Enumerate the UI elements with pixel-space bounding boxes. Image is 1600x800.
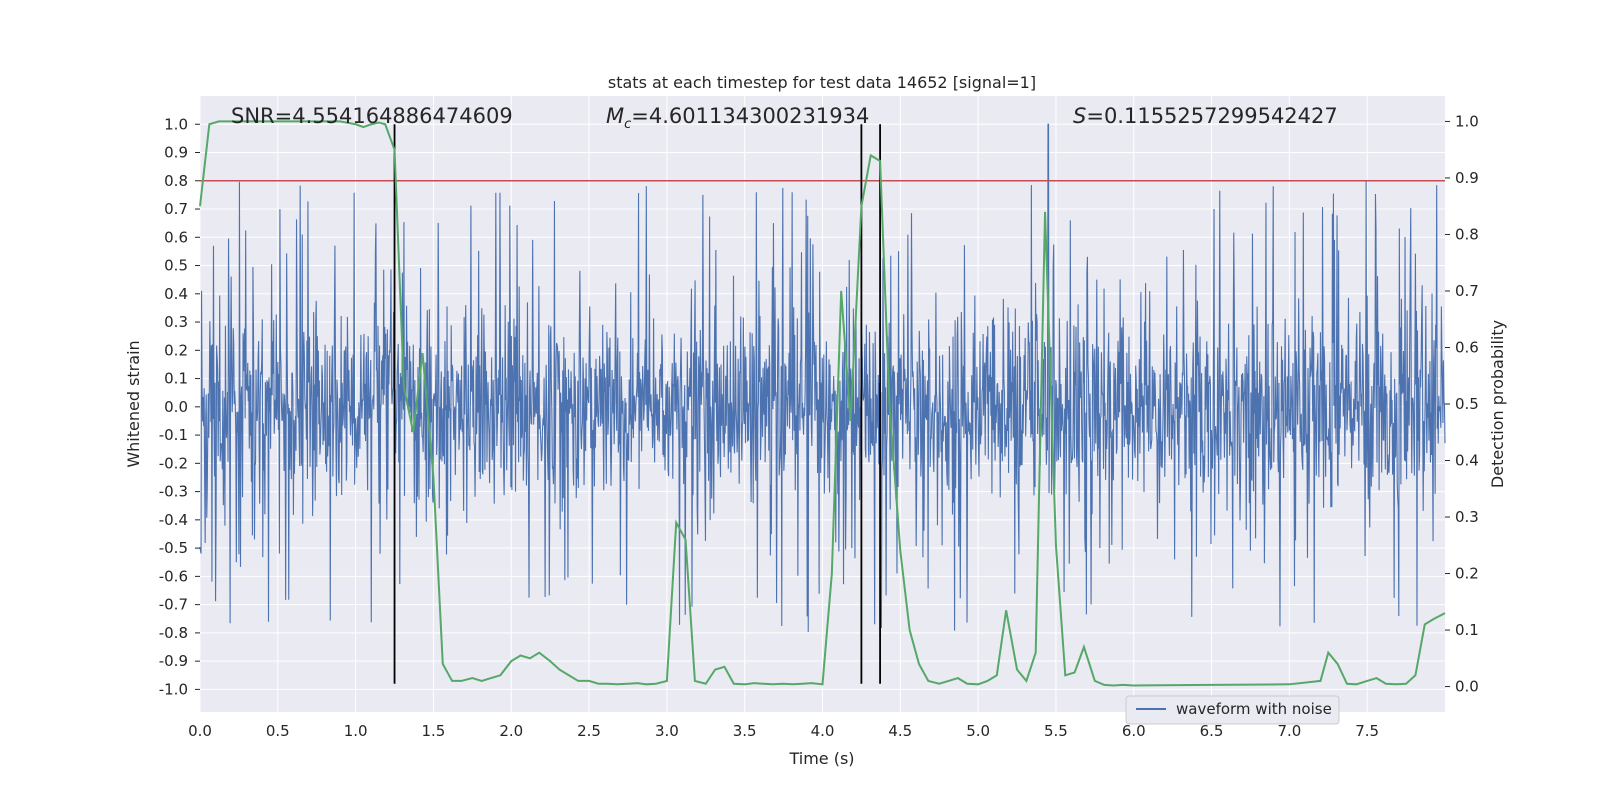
y2-tick-label: 1.0 — [1455, 112, 1479, 130]
chirp-mass-value: =4.601134300231934 — [631, 104, 869, 128]
y-tick-label: 0.4 — [164, 285, 188, 303]
y-tick-label: -0.4 — [159, 511, 188, 529]
y2-tick-label: 0.1 — [1455, 621, 1479, 639]
legend-entry-waveform: waveform with noise — [1176, 700, 1332, 718]
y2-tick-label: 0.7 — [1455, 282, 1479, 300]
x-tick-label: 4.0 — [811, 722, 835, 740]
y-tick-label: 0.7 — [164, 200, 188, 218]
s-annotation: S=0.1155257299542427 — [1073, 104, 1338, 128]
x-tick-label: 3.5 — [733, 722, 757, 740]
y-tick-label: -0.8 — [159, 624, 188, 642]
y-tick-label: 0.3 — [164, 313, 188, 331]
chirp-mass-symbol: M — [606, 104, 624, 128]
y-tick-label: -0.1 — [159, 426, 188, 444]
y-tick-label: 0.5 — [164, 257, 188, 275]
x-axis-label: Time (s) — [788, 749, 854, 768]
x-tick-label: 6.5 — [1200, 722, 1224, 740]
y-tick-label: 0.6 — [164, 228, 188, 246]
x-tick-label: 5.5 — [1044, 722, 1068, 740]
chirp-mass-subscript: c — [624, 117, 631, 132]
x-tick-label: 3.0 — [655, 722, 679, 740]
x-tick-label: 2.5 — [577, 722, 601, 740]
y2-tick-label: 0.4 — [1455, 452, 1479, 470]
x-tick-label: 1.5 — [422, 722, 446, 740]
x-tick-label: 0.0 — [188, 722, 212, 740]
s-value: =0.1155257299542427 — [1086, 104, 1337, 128]
y-tick-label: -0.3 — [159, 483, 188, 501]
y-axis-label: Whitened strain — [124, 340, 143, 467]
x-tick-label: 2.0 — [499, 722, 523, 740]
y2-tick-label: 0.6 — [1455, 338, 1479, 356]
x-tick-label: 7.0 — [1277, 722, 1301, 740]
waveform-series — [199, 123, 1446, 632]
x-tick-label: 6.0 — [1122, 722, 1146, 740]
axis-ticks: 0.0 0.5 1.0 1.5 2.0 2.5 3.0 3.5 4.0 4.5 5.0 5.5 6.0 6… — [159, 112, 1479, 740]
chart-title: stats at each timestep for test data 146… — [608, 73, 1036, 92]
y2-tick-label: 0.3 — [1455, 508, 1479, 526]
snr-annotation: SNR=4.554164886474609 — [231, 104, 513, 128]
chirp-mass-annotation: Mc=4.601134300231934 — [606, 104, 869, 132]
y2-tick-label: 0.8 — [1455, 225, 1479, 243]
x-tick-label: 0.5 — [266, 722, 290, 740]
y-tick-label: 0.1 — [164, 370, 188, 388]
y2-tick-label: 0.2 — [1455, 565, 1479, 583]
detection-probability-line — [199, 120, 1446, 687]
y2-axis-label: Detection probability — [1488, 320, 1507, 488]
y-tick-label: -0.2 — [159, 454, 188, 472]
legend-box — [1125, 695, 1340, 725]
s-symbol: S — [1073, 104, 1086, 128]
y-tick-label: -1.0 — [159, 680, 188, 698]
y-tick-label: -0.5 — [159, 539, 188, 557]
y-tick-label: -0.7 — [159, 596, 188, 614]
y-tick-label: 0.0 — [164, 398, 188, 416]
y2-tick-label: 0.5 — [1455, 395, 1479, 413]
y-tick-label: -0.9 — [159, 652, 188, 670]
x-tick-label: 5.0 — [966, 722, 990, 740]
y-tick-label: 0.2 — [164, 341, 188, 359]
y2-tick-label: 0.0 — [1455, 678, 1479, 696]
x-tick-label: 4.5 — [888, 722, 912, 740]
y-tick-label: 1.0 — [164, 115, 188, 133]
probability-series — [199, 120, 1446, 687]
y-tick-label: 0.9 — [164, 144, 188, 162]
y-tick-label: 0.8 — [164, 172, 188, 190]
y2-tick-label: 0.9 — [1455, 169, 1479, 187]
legend: waveform with noise — [1125, 695, 1340, 725]
waveform-line — [199, 123, 1446, 632]
x-tick-label: 1.0 — [344, 722, 368, 740]
y-tick-label: -0.6 — [159, 567, 188, 585]
x-tick-label: 7.5 — [1355, 722, 1379, 740]
